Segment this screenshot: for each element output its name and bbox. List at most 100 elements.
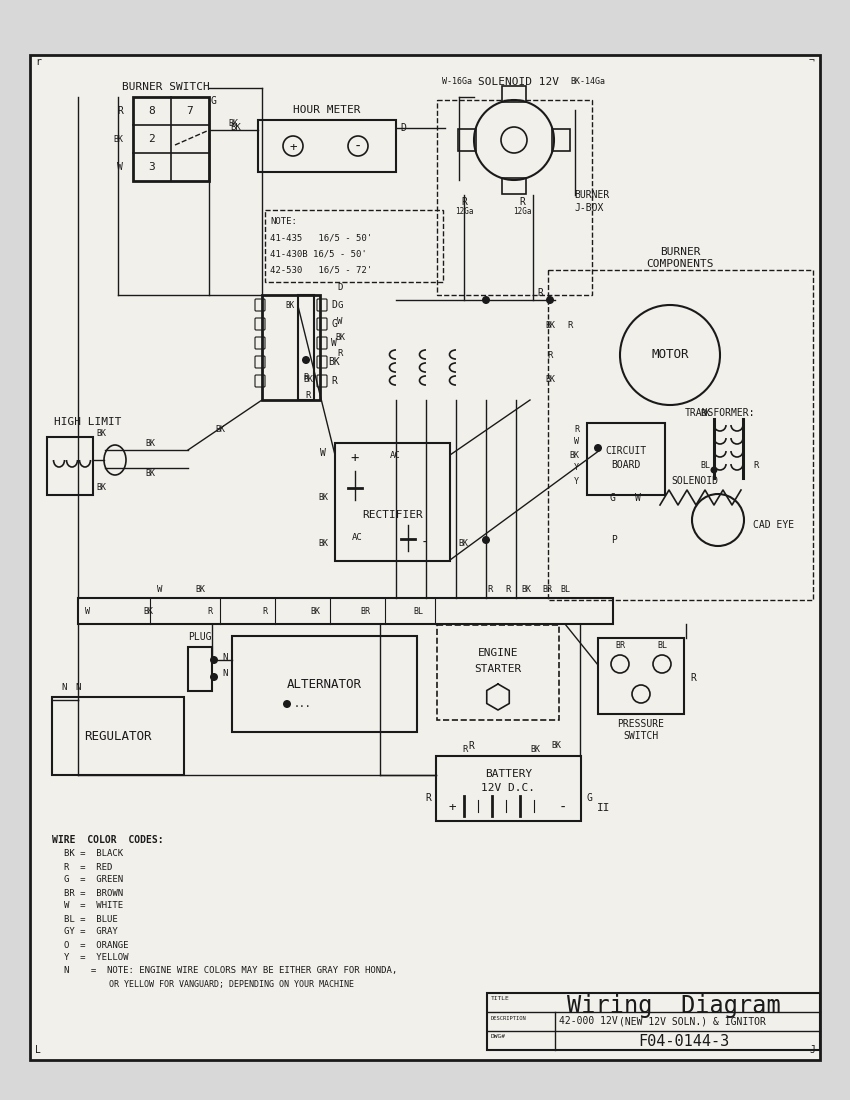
Circle shape xyxy=(482,536,490,544)
Bar xyxy=(502,178,526,194)
Text: R: R xyxy=(461,197,467,207)
Text: REGULATOR: REGULATOR xyxy=(84,729,152,743)
Text: PLUG: PLUG xyxy=(188,632,212,642)
Text: BK: BK xyxy=(96,483,106,492)
Bar xyxy=(78,598,613,624)
Text: J-BOX: J-BOX xyxy=(574,204,603,213)
Text: CIRCUIT: CIRCUIT xyxy=(605,446,647,456)
Text: +: + xyxy=(448,802,456,814)
Text: ...: ... xyxy=(294,698,312,710)
Text: R: R xyxy=(425,793,431,803)
Text: D: D xyxy=(331,300,337,310)
Text: R: R xyxy=(505,585,511,594)
Text: G: G xyxy=(337,301,343,310)
Text: N: N xyxy=(76,683,81,693)
Text: -: - xyxy=(354,140,362,154)
Text: 42-530   16/5 - 72': 42-530 16/5 - 72' xyxy=(270,265,372,275)
Text: BK: BK xyxy=(521,585,531,594)
Text: D: D xyxy=(400,123,405,133)
Text: BR: BR xyxy=(542,585,552,594)
Bar xyxy=(232,636,417,732)
Text: BK: BK xyxy=(96,429,106,438)
Text: R: R xyxy=(331,376,337,386)
Text: G: G xyxy=(331,319,337,329)
Text: (NEW 12V SOLN.) & IGNITOR: (NEW 12V SOLN.) & IGNITOR xyxy=(619,1016,766,1026)
Text: SOLENOID 12V: SOLENOID 12V xyxy=(479,77,559,87)
Text: W: W xyxy=(157,585,162,594)
Text: BK: BK xyxy=(310,606,320,616)
Text: ALTERNATOR: ALTERNATOR xyxy=(287,678,362,691)
Text: BK: BK xyxy=(195,585,205,594)
Text: STARTER: STARTER xyxy=(474,664,522,674)
Circle shape xyxy=(594,444,602,452)
Bar xyxy=(47,437,93,495)
Text: BK: BK xyxy=(145,470,155,478)
Text: R: R xyxy=(337,350,343,359)
Text: AC: AC xyxy=(352,534,362,542)
Text: R: R xyxy=(303,373,309,382)
Text: TRANSFORMER:: TRANSFORMER: xyxy=(685,408,756,418)
Text: AC: AC xyxy=(389,451,400,460)
Text: G  =  GREEN: G = GREEN xyxy=(64,876,123,884)
Circle shape xyxy=(546,296,554,304)
Text: R: R xyxy=(690,673,696,683)
Text: COMPONENTS: COMPONENTS xyxy=(647,258,714,270)
Text: 8: 8 xyxy=(149,106,156,116)
Text: R  =  RED: R = RED xyxy=(64,862,112,871)
Bar xyxy=(587,424,665,495)
Text: 2: 2 xyxy=(149,134,156,144)
Text: R: R xyxy=(263,606,268,616)
Bar xyxy=(548,270,813,600)
Text: BL =  BLUE: BL = BLUE xyxy=(64,914,118,924)
Text: BK: BK xyxy=(458,539,468,548)
Text: GY =  GRAY: GY = GRAY xyxy=(64,927,118,936)
Text: TITLE: TITLE xyxy=(491,997,510,1001)
Text: BK: BK xyxy=(228,120,238,129)
Text: DWG#: DWG# xyxy=(491,1034,506,1040)
Text: RECTIFIER: RECTIFIER xyxy=(362,510,422,520)
Text: r: r xyxy=(35,57,41,67)
Circle shape xyxy=(283,700,291,708)
Text: HOUR METER: HOUR METER xyxy=(293,104,360,116)
Text: ¬: ¬ xyxy=(809,57,815,67)
Text: BURNER: BURNER xyxy=(574,190,609,200)
Text: 42-000 12V: 42-000 12V xyxy=(559,1016,618,1026)
Text: R: R xyxy=(547,351,552,360)
Bar xyxy=(436,756,581,821)
Text: W: W xyxy=(337,318,343,327)
Text: J: J xyxy=(809,1045,815,1055)
Text: R: R xyxy=(567,320,573,330)
Text: BK: BK xyxy=(286,300,295,309)
Text: BK: BK xyxy=(113,134,123,143)
Text: -: - xyxy=(421,536,429,550)
Text: BK: BK xyxy=(569,451,579,460)
Bar xyxy=(437,625,559,720)
Text: 12Ga: 12Ga xyxy=(455,208,473,217)
Text: N    =  NOTE: ENGINE WIRE COLORS MAY BE EITHER GRAY FOR HONDA,: N = NOTE: ENGINE WIRE COLORS MAY BE EITH… xyxy=(64,967,397,976)
Text: SOLENOID: SOLENOID xyxy=(672,476,718,486)
Text: P: P xyxy=(611,535,617,544)
Text: BL: BL xyxy=(657,641,667,650)
Text: SWITCH: SWITCH xyxy=(623,732,659,741)
Bar xyxy=(188,647,212,691)
Bar xyxy=(552,129,570,151)
Text: BK: BK xyxy=(545,320,555,330)
Text: -: - xyxy=(558,801,567,815)
Bar xyxy=(437,100,592,295)
Text: R: R xyxy=(519,197,525,207)
Text: BL: BL xyxy=(413,606,423,616)
Bar xyxy=(133,97,209,182)
Text: N: N xyxy=(222,652,227,661)
Text: R: R xyxy=(117,106,123,116)
Text: CAD EYE: CAD EYE xyxy=(753,520,794,530)
Text: BK: BK xyxy=(551,741,561,750)
Text: BK: BK xyxy=(145,440,155,449)
Text: 7: 7 xyxy=(187,106,193,116)
Bar xyxy=(262,295,320,400)
Text: DESCRIPTION: DESCRIPTION xyxy=(491,1015,527,1021)
Text: BK: BK xyxy=(143,606,153,616)
Text: BR: BR xyxy=(360,606,370,616)
Text: BK: BK xyxy=(215,426,225,434)
Text: +: + xyxy=(289,141,297,154)
Circle shape xyxy=(482,296,490,304)
